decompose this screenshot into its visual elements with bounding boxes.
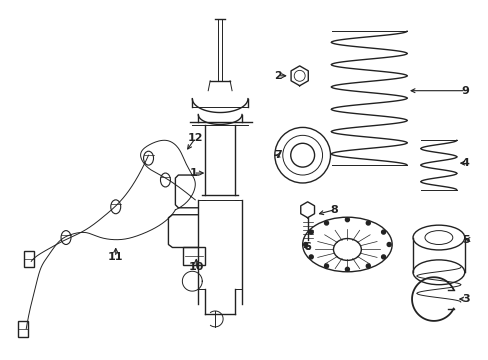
- Text: 12: 12: [187, 133, 203, 143]
- Circle shape: [345, 218, 349, 222]
- Text: 2: 2: [273, 71, 281, 81]
- Circle shape: [308, 230, 313, 234]
- Circle shape: [324, 264, 328, 268]
- Circle shape: [303, 243, 307, 247]
- Circle shape: [324, 221, 328, 225]
- Text: 11: 11: [108, 252, 123, 262]
- Bar: [18, 321, 28, 337]
- Circle shape: [386, 243, 390, 247]
- Circle shape: [366, 221, 369, 225]
- Text: 3: 3: [461, 294, 468, 304]
- Circle shape: [366, 264, 369, 268]
- Text: 10: 10: [188, 262, 203, 272]
- Text: 1: 1: [189, 168, 197, 178]
- Circle shape: [381, 230, 385, 234]
- Text: 9: 9: [461, 86, 468, 96]
- Circle shape: [345, 267, 349, 271]
- Bar: [24, 251, 34, 267]
- Text: 6: 6: [303, 243, 311, 252]
- Bar: [183, 247, 205, 265]
- Circle shape: [381, 255, 385, 259]
- Text: 8: 8: [330, 205, 338, 215]
- Circle shape: [308, 255, 313, 259]
- Text: 4: 4: [461, 158, 468, 168]
- Text: 5: 5: [461, 234, 468, 244]
- Text: 7: 7: [273, 150, 281, 160]
